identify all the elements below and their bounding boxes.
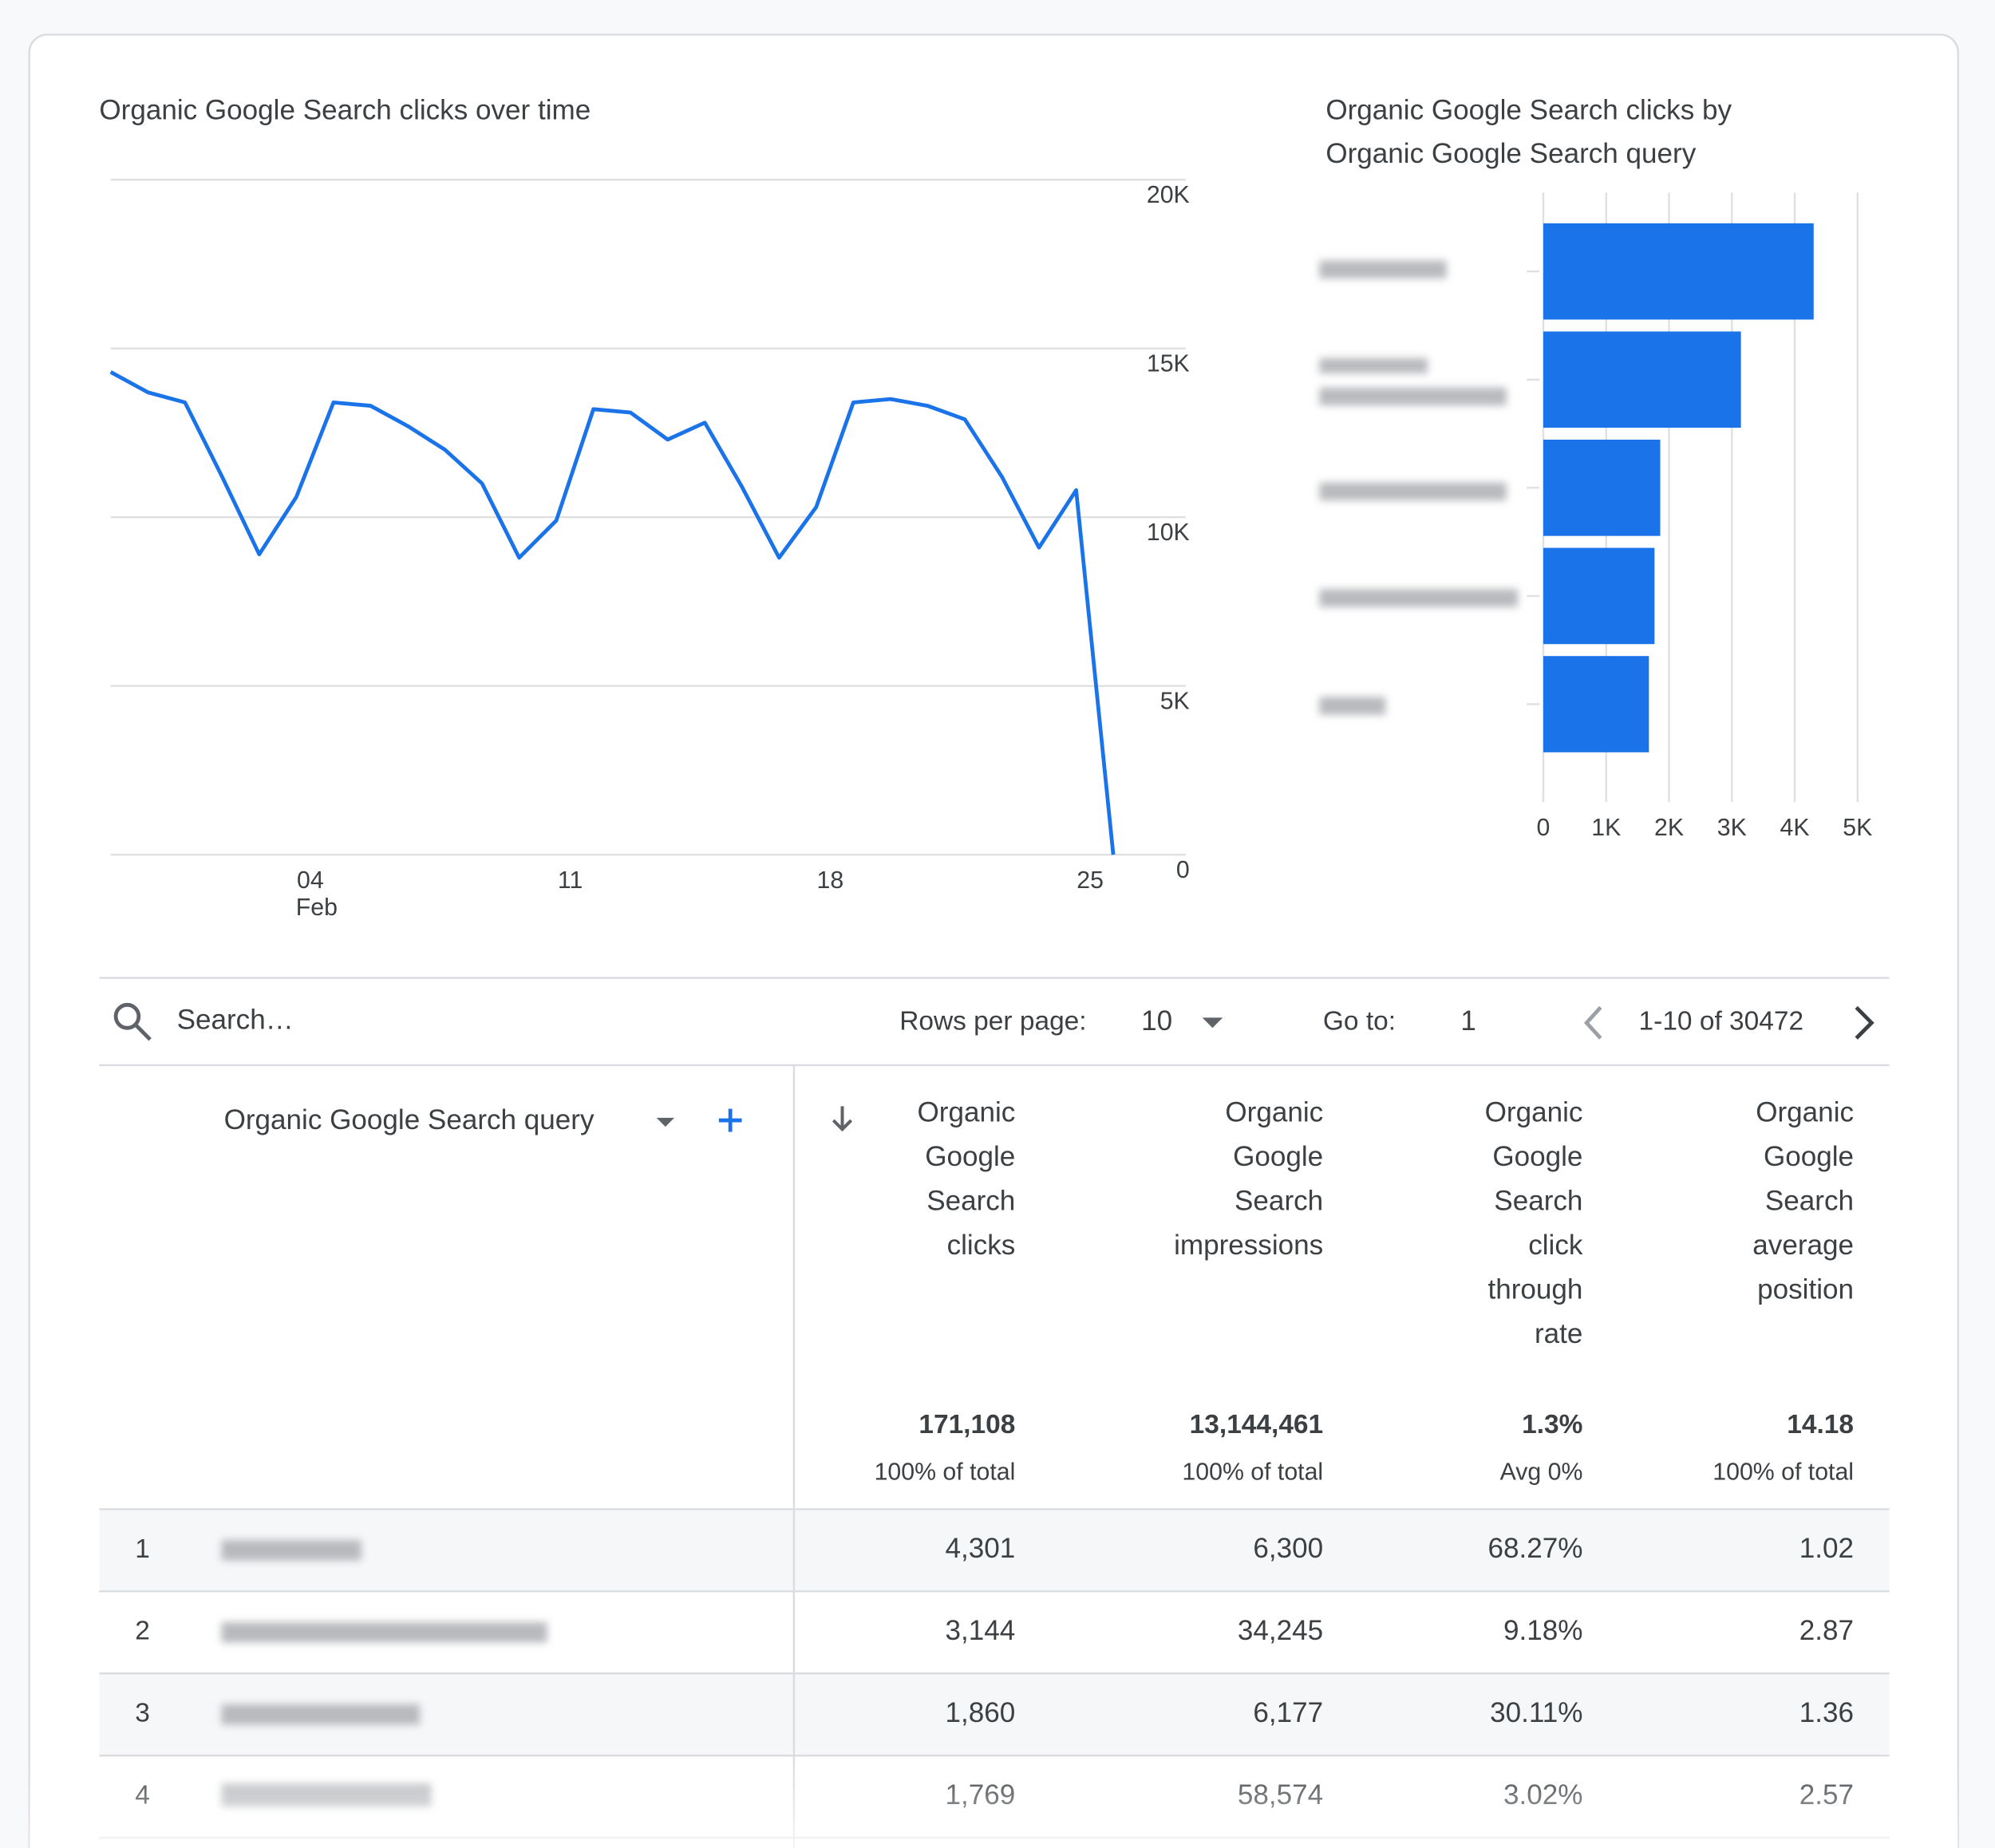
rows-per-page-select[interactable]: 10 xyxy=(1141,1005,1172,1037)
metric-header: clicks xyxy=(947,1230,1016,1261)
next-page[interactable] xyxy=(1855,1005,1875,1040)
y-tick-label: 10K xyxy=(1147,519,1190,546)
x-tick-label: 2K xyxy=(1654,814,1684,841)
metric-header: Google xyxy=(1764,1141,1854,1172)
x-sublabel: Feb xyxy=(296,894,338,921)
x-tick-label: 1K xyxy=(1591,814,1621,841)
x-tick-label: 25 xyxy=(1077,867,1104,894)
cell: 1.36 xyxy=(1799,1697,1854,1728)
cell: 1.02 xyxy=(1799,1533,1854,1564)
cell: 6,300 xyxy=(1253,1533,1323,1564)
cell: 34,245 xyxy=(1238,1615,1323,1646)
bar xyxy=(1543,547,1655,645)
total-value: 13,144,461 xyxy=(1190,1410,1323,1439)
fade-overlay xyxy=(29,1758,1958,1848)
x-tick-label: 18 xyxy=(817,867,844,894)
row-rank: 2 xyxy=(135,1617,150,1646)
cell: 1,860 xyxy=(946,1697,1016,1728)
cell: 68.27% xyxy=(1487,1533,1582,1564)
row-rank: 1 xyxy=(135,1534,150,1564)
dimension-header[interactable]: Organic Google Search query xyxy=(224,1104,595,1135)
metric-header: Google xyxy=(925,1141,1015,1172)
y-tick-label: 5K xyxy=(1160,688,1190,715)
search-input[interactable]: Search… xyxy=(177,1004,294,1035)
bar-chart-title: Organic Google Search clicks by xyxy=(1325,94,1732,125)
metric-header: Search xyxy=(1235,1185,1323,1216)
metric-header: Organic xyxy=(1756,1096,1854,1127)
metric-header: Search xyxy=(926,1185,1015,1216)
total-value: 171,108 xyxy=(918,1410,1015,1439)
cell: 3,144 xyxy=(946,1615,1016,1646)
line-series xyxy=(109,370,1116,855)
metric-header: through xyxy=(1487,1273,1582,1305)
metric-header: position xyxy=(1757,1273,1854,1305)
metric-header: impressions xyxy=(1174,1230,1323,1261)
dropdown-icon[interactable] xyxy=(1202,1017,1223,1029)
bar xyxy=(1543,656,1649,752)
x-tick-label: 4K xyxy=(1780,814,1810,841)
metric-header: rate xyxy=(1535,1318,1582,1349)
metric-header: Organic xyxy=(918,1096,1016,1127)
x-tick-label: 04 xyxy=(297,867,324,894)
total-note: Avg 0% xyxy=(1500,1458,1583,1485)
goto-label: Go to: xyxy=(1323,1007,1396,1037)
bar xyxy=(1543,331,1741,428)
cell: 30.11% xyxy=(1490,1697,1582,1728)
bar xyxy=(1543,440,1661,536)
goto-input[interactable]: 1 xyxy=(1460,1005,1476,1037)
bar-chart-title: Organic Google Search query xyxy=(1325,138,1696,169)
line-chart-title: Organic Google Search clicks over time xyxy=(99,94,591,125)
cell: 4,301 xyxy=(946,1533,1016,1564)
y-tick-label: 20K xyxy=(1147,181,1190,208)
metric-header: Google xyxy=(1492,1141,1582,1172)
row-background xyxy=(99,1510,1890,1592)
metric-header: Organic xyxy=(1485,1096,1583,1127)
metric-header: click xyxy=(1528,1230,1583,1261)
metric-header: Google xyxy=(1233,1141,1323,1172)
dimension-dropdown[interactable] xyxy=(656,1117,675,1127)
cell: 6,177 xyxy=(1253,1697,1323,1728)
page-range: 1-10 of 30472 xyxy=(1639,1007,1804,1037)
row-rank: 3 xyxy=(135,1699,150,1728)
search-icon[interactable] xyxy=(113,1002,152,1041)
bar xyxy=(1543,223,1814,320)
add-dimension[interactable] xyxy=(718,1108,742,1132)
x-tick-label: 5K xyxy=(1843,814,1872,841)
cell: 2.87 xyxy=(1799,1615,1854,1646)
x-tick-label: 11 xyxy=(558,867,583,894)
metric-header: average xyxy=(1752,1230,1854,1261)
y-tick-label: 0 xyxy=(1176,856,1190,883)
total-note: 100% of total xyxy=(1182,1458,1323,1485)
total-note: 100% of total xyxy=(1713,1458,1854,1485)
metric-header: Search xyxy=(1765,1185,1854,1216)
prev-page[interactable] xyxy=(1583,1005,1602,1040)
metric-header: Search xyxy=(1494,1185,1582,1216)
sort-icon[interactable] xyxy=(832,1106,853,1132)
total-note: 100% of total xyxy=(875,1458,1016,1485)
y-tick-label: 15K xyxy=(1147,350,1190,377)
x-tick-label: 0 xyxy=(1537,814,1551,841)
cell: 9.18% xyxy=(1503,1615,1582,1646)
metric-header: Organic xyxy=(1225,1096,1323,1127)
total-value: 14.18 xyxy=(1787,1410,1854,1439)
rows-per-page-label: Rows per page: xyxy=(899,1007,1086,1037)
x-tick-label: 3K xyxy=(1717,814,1747,841)
total-value: 1.3% xyxy=(1522,1410,1582,1439)
